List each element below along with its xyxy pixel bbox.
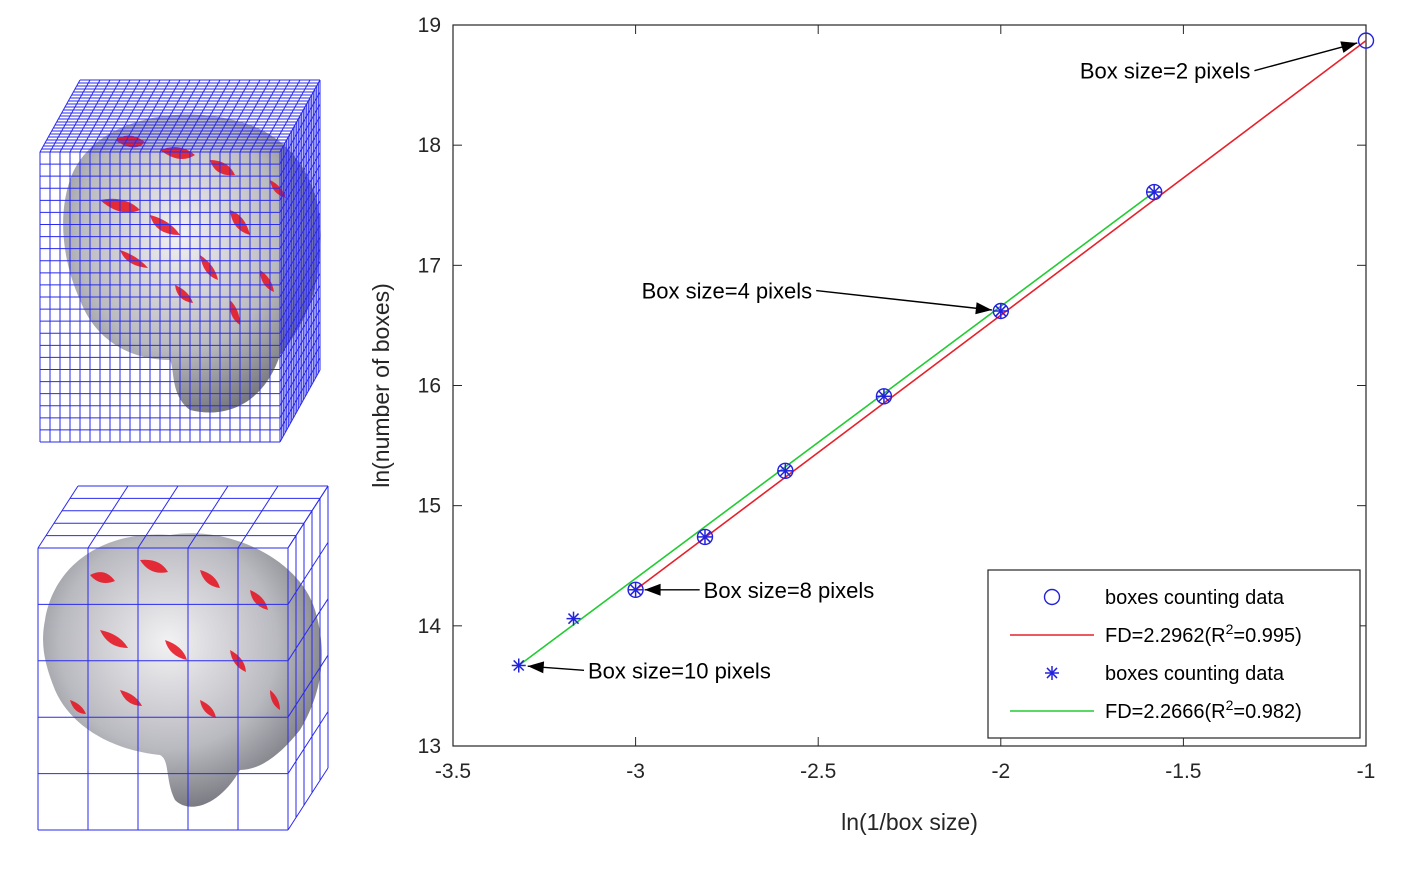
- annotation-arrow-shaft: [816, 289, 992, 311]
- star-marker: [566, 611, 581, 626]
- y-axis-label: ln(number of boxes): [368, 283, 394, 488]
- legend-label: FD=2.2666(R2=0.982): [1105, 697, 1302, 723]
- star-stroke: [567, 613, 580, 625]
- y-tick-label: 16: [418, 375, 441, 398]
- annotation-arrow-shaft: [1254, 42, 1358, 72]
- annotation-arrow-head: [527, 661, 545, 674]
- fine-grid-lines: [39, 79, 321, 443]
- star-stroke: [779, 465, 791, 477]
- legend-label: boxes counting data: [1105, 663, 1285, 685]
- y-tick-label: 13: [418, 735, 441, 758]
- brain-illustrations: [0, 0, 340, 864]
- star-stroke: [1046, 667, 1058, 679]
- annotation-arrow-head: [975, 302, 992, 315]
- x-axis-label: ln(1/box size): [841, 809, 978, 835]
- grid-line: [137, 485, 179, 549]
- grid-line: [87, 485, 129, 549]
- x-tick-label: -1: [1357, 760, 1376, 783]
- circle-marker: [627, 581, 644, 598]
- x-tick-label: -3: [626, 760, 645, 783]
- grid-line: [287, 654, 329, 718]
- circle-marker: [777, 462, 794, 480]
- grid-line: [187, 485, 229, 549]
- grid-line: [287, 598, 329, 662]
- star-stroke: [995, 305, 1007, 317]
- circle-marker: [992, 302, 1009, 320]
- star-marker: [511, 658, 526, 673]
- grid-line: [279, 333, 321, 406]
- fit-line-3: [518, 191, 1155, 667]
- grid-line: [237, 485, 279, 549]
- annotation-arrow-head: [1340, 41, 1358, 53]
- circle-marker: [696, 528, 714, 546]
- x-tick-label: -2.5: [800, 760, 836, 783]
- grid-line: [279, 357, 321, 431]
- grid-line: [287, 485, 329, 549]
- star-marker: [1045, 666, 1059, 680]
- grid-line: [249, 79, 291, 153]
- tick-labels: -3.5 -3 -2.5 -2 -1.5 -1 13 14 15 16 17 18 19: [418, 14, 1376, 783]
- star-marker: [993, 303, 1008, 318]
- legend-label-superscript: 2: [1226, 697, 1234, 713]
- coarse-grid-lines: [37, 485, 329, 831]
- y-tick-label: 19: [418, 14, 441, 37]
- star-marker: [697, 529, 712, 544]
- annotation-label: Box size=10 pixels: [588, 658, 771, 683]
- tick-marks: [452, 24, 1367, 747]
- grid-line: [287, 711, 329, 774]
- star-marker: [1147, 185, 1162, 200]
- x-tick-label: -1.5: [1165, 760, 1201, 783]
- y-tick-label: 15: [418, 495, 441, 518]
- grid-line: [279, 369, 321, 443]
- circle-marker: [1357, 32, 1375, 49]
- legend-box: [987, 569, 1361, 739]
- legend-swatch-circle: [1043, 588, 1061, 606]
- grid-line: [259, 79, 301, 153]
- legend: boxes counting dataFD=2.2962(R2=0.995)bo…: [987, 569, 1361, 739]
- legend-label-suffix: =0.995): [1233, 625, 1301, 647]
- circle-marker: [875, 388, 893, 405]
- brain-illustrations-svg: [37, 79, 329, 831]
- fine-grid-brain: [39, 79, 321, 443]
- annotation-arrow-head: [644, 583, 661, 596]
- star-stroke: [878, 390, 890, 402]
- legend-label: boxes counting data: [1105, 587, 1285, 609]
- y-tick-label: 18: [418, 134, 441, 157]
- x-tick-label: -2: [991, 760, 1010, 783]
- annotations: Box size=2 pixels Box size=4 pixels Box si…: [527, 41, 1358, 683]
- star-stroke: [630, 584, 642, 596]
- star-marker: [628, 582, 643, 597]
- legend-label-superscript: 2: [1226, 621, 1234, 637]
- star-stroke: [1148, 186, 1160, 198]
- annotation-label: Box size=2 pixels: [1080, 59, 1251, 84]
- grid-line: [287, 767, 329, 831]
- brain-silhouette-bottom: [43, 533, 322, 807]
- star-marker: [876, 389, 891, 404]
- grid-line: [287, 542, 329, 605]
- star-stroke: [513, 659, 525, 672]
- coarse-grid-brain: [37, 485, 329, 831]
- series-markers: [511, 32, 1375, 673]
- y-tick-label: 17: [418, 254, 441, 277]
- annotation-label: Box size=8 pixels: [704, 578, 875, 603]
- annotation-label: Box size=4 pixels: [642, 279, 813, 304]
- circle-marker: [1145, 183, 1163, 201]
- y-tick-label: 14: [418, 615, 442, 638]
- grid-line: [269, 79, 311, 153]
- star-marker: [778, 463, 793, 478]
- legend-label-prefix: FD=2.2962(R: [1105, 625, 1226, 647]
- brain-silhouette-top: [63, 114, 321, 413]
- legend-label-suffix: =0.982): [1233, 701, 1301, 723]
- x-tick-label: -3.5: [435, 760, 471, 783]
- legend-label: FD=2.2962(R2=0.995): [1105, 621, 1302, 647]
- grid-line: [37, 485, 79, 549]
- star-stroke: [699, 531, 711, 543]
- grid-line: [279, 345, 321, 419]
- legend-label-prefix: FD=2.2666(R: [1105, 701, 1226, 723]
